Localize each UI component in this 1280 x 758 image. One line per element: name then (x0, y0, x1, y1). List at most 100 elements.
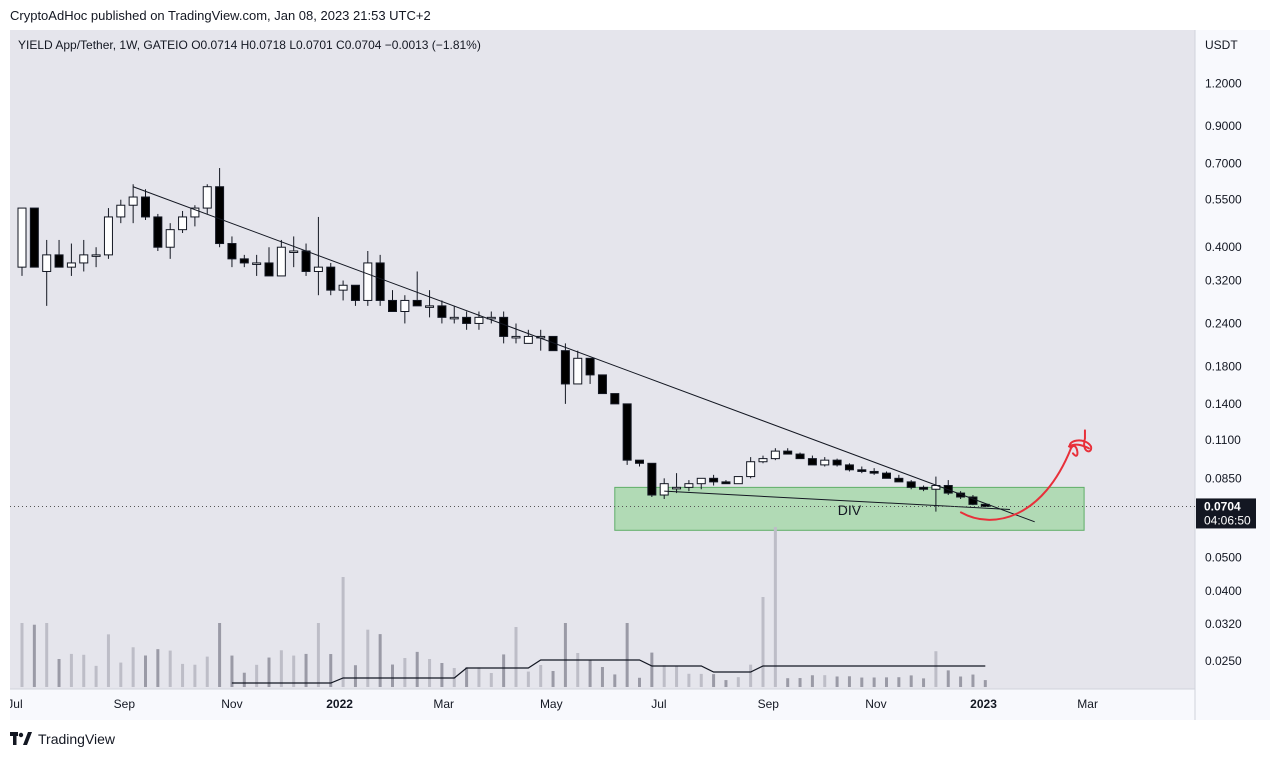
volume-bar (736, 677, 740, 687)
candle[interactable] (462, 311, 472, 330)
candle[interactable] (474, 311, 484, 330)
volume-bar (687, 673, 691, 687)
candle[interactable] (573, 350, 583, 385)
price-tick-label: 0.4000 (1205, 240, 1242, 254)
candle[interactable] (696, 477, 706, 490)
candle[interactable] (388, 290, 397, 312)
candle[interactable] (672, 473, 682, 494)
candle[interactable] (17, 207, 27, 276)
candle[interactable] (832, 458, 842, 467)
chart-container[interactable]: DIV 1.2000 0.9000 0.7000 0.5500 0.4000 0.3200… (7, 30, 1270, 720)
candle[interactable] (783, 448, 793, 455)
candle-body (449, 316, 459, 320)
candle-body (709, 477, 719, 483)
candle[interactable] (400, 295, 410, 324)
candle[interactable] (610, 393, 620, 405)
candle[interactable] (906, 480, 916, 490)
candle-body (375, 262, 385, 301)
candle[interactable] (66, 243, 76, 276)
support-trendline[interactable] (664, 490, 1011, 510)
candle[interactable] (91, 247, 101, 268)
tradingview-logo-icon[interactable] (10, 732, 32, 746)
candle[interactable] (659, 478, 669, 500)
volume-bar (600, 667, 604, 687)
candle[interactable] (857, 466, 867, 474)
candle[interactable] (227, 236, 237, 268)
candle[interactable] (289, 236, 299, 268)
volume-bar (193, 664, 197, 687)
candle[interactable] (437, 300, 447, 324)
candle[interactable] (178, 210, 188, 234)
candle[interactable] (153, 213, 163, 251)
candle[interactable] (869, 468, 879, 475)
candlestick-chart[interactable]: DIV 1.2000 0.9000 0.7000 0.5500 0.4000 0.3200… (7, 30, 1270, 720)
volume-bar (32, 624, 36, 687)
candle[interactable] (264, 247, 274, 277)
volume-bar (885, 677, 888, 687)
candle-body (820, 459, 830, 466)
candle[interactable] (190, 205, 200, 227)
candle[interactable] (42, 239, 52, 306)
candle-body (844, 464, 854, 471)
candle[interactable] (795, 452, 805, 460)
candle[interactable] (684, 480, 694, 492)
last-price-tag (1196, 498, 1256, 529)
candle[interactable] (758, 455, 768, 464)
candle[interactable] (326, 262, 336, 296)
candle[interactable] (202, 184, 212, 214)
candle[interactable] (425, 290, 435, 318)
candle[interactable] (635, 459, 644, 467)
candle[interactable] (721, 480, 731, 485)
candle[interactable] (844, 463, 854, 472)
candle[interactable] (103, 208, 113, 259)
candle[interactable] (585, 357, 595, 384)
volume-bar (588, 660, 592, 687)
volume-bar (378, 634, 382, 687)
candle[interactable] (882, 471, 891, 479)
candle[interactable] (375, 254, 385, 306)
candle[interactable] (622, 403, 632, 465)
candle[interactable] (733, 476, 743, 485)
candle-body (165, 229, 175, 248)
candle[interactable] (338, 280, 348, 301)
candle[interactable] (894, 474, 904, 483)
descending-trendline[interactable] (132, 186, 1035, 523)
candle[interactable] (128, 184, 138, 224)
candle[interactable] (523, 329, 533, 344)
candle[interactable] (141, 189, 150, 221)
candle[interactable] (412, 271, 422, 307)
candle[interactable] (29, 207, 39, 268)
candle[interactable] (79, 239, 89, 272)
candle[interactable] (54, 239, 64, 268)
candle[interactable] (276, 239, 286, 277)
candle[interactable] (511, 323, 521, 344)
candle[interactable] (252, 254, 262, 276)
symbol-legend[interactable]: YIELD App/Tether, 1W, GATEIO O0.0714 H0.… (18, 38, 481, 52)
candle[interactable] (499, 311, 509, 344)
candle[interactable] (709, 474, 719, 486)
candle[interactable] (239, 254, 249, 268)
candle[interactable] (116, 199, 126, 224)
candle[interactable] (548, 335, 558, 352)
candle[interactable] (770, 448, 780, 461)
volume-bar (650, 652, 654, 687)
candle[interactable] (807, 455, 817, 466)
candle[interactable] (165, 223, 175, 259)
volume-bar (514, 627, 518, 687)
candle[interactable] (350, 284, 360, 306)
volume-bar (638, 677, 641, 687)
candle[interactable] (597, 374, 607, 395)
candle-body (91, 254, 101, 257)
candle[interactable] (820, 457, 830, 467)
candle[interactable] (363, 250, 373, 306)
candle-body (437, 305, 447, 318)
candle[interactable] (560, 343, 570, 404)
candle[interactable] (956, 491, 966, 500)
candle[interactable] (919, 485, 929, 492)
candle[interactable] (647, 462, 657, 497)
candle[interactable] (215, 168, 225, 248)
candle[interactable] (449, 305, 459, 324)
candle[interactable] (746, 457, 756, 479)
candle-body (17, 207, 27, 268)
volume-bar (922, 678, 926, 687)
